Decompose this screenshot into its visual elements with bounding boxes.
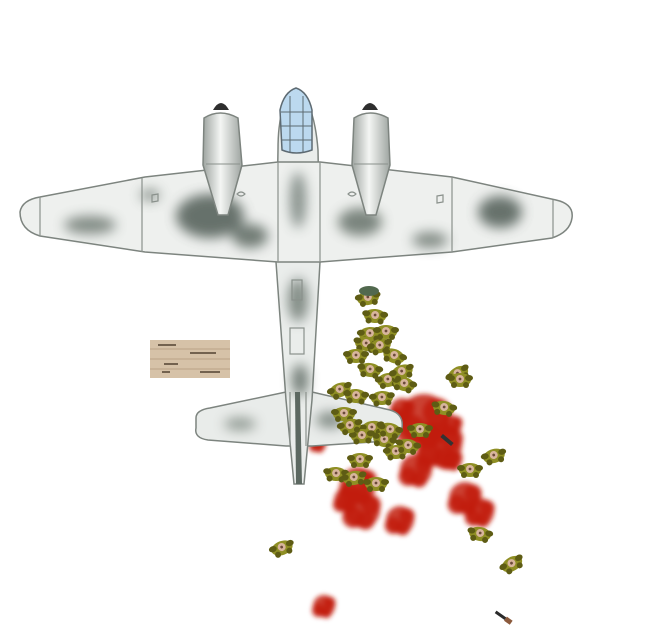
paratrooper bbox=[343, 388, 370, 405]
paratroopers bbox=[268, 290, 523, 575]
paratrooper bbox=[388, 363, 414, 382]
paratrooper bbox=[382, 347, 408, 366]
paratrooper bbox=[347, 453, 373, 468]
bomber-aircraft bbox=[19, 87, 573, 485]
cockpit-canopy bbox=[279, 87, 313, 154]
blood-splatter bbox=[441, 415, 463, 436]
paratrooper bbox=[431, 400, 458, 417]
paratrooper bbox=[363, 477, 389, 492]
paratrooper bbox=[343, 349, 369, 364]
paratrooper bbox=[362, 308, 389, 325]
blood-splatter bbox=[441, 450, 463, 471]
paratrooper bbox=[340, 470, 367, 487]
supply-crate bbox=[150, 340, 230, 378]
paratrooper bbox=[373, 325, 399, 340]
blood-splatter bbox=[464, 498, 495, 528]
paratrooper bbox=[268, 539, 294, 558]
paratrooper bbox=[407, 423, 433, 438]
paratrooper bbox=[357, 362, 384, 379]
right-engine bbox=[351, 103, 391, 216]
paratrooper bbox=[323, 466, 350, 483]
paratrooper bbox=[457, 463, 483, 478]
paratrooper bbox=[331, 407, 357, 422]
knife-icon bbox=[494, 610, 513, 625]
helmet bbox=[359, 286, 379, 296]
blood-splatter bbox=[398, 454, 433, 488]
paratrooper bbox=[368, 390, 395, 407]
blood-splatter bbox=[311, 595, 336, 619]
blood-splatter bbox=[332, 488, 359, 514]
left-engine bbox=[202, 103, 243, 216]
blood-splatter bbox=[384, 506, 415, 536]
rifle-icon bbox=[440, 433, 454, 447]
paratrooper bbox=[377, 422, 404, 440]
paratrooper bbox=[395, 438, 422, 455]
paratrooper bbox=[371, 432, 398, 450]
paratrooper bbox=[499, 554, 523, 575]
panel-lines bbox=[39, 162, 554, 446]
paratrooper bbox=[336, 418, 363, 436]
tail-fin bbox=[295, 392, 302, 484]
paratrooper bbox=[480, 448, 507, 466]
paratrooper bbox=[467, 526, 494, 543]
paratrooper bbox=[447, 373, 473, 388]
